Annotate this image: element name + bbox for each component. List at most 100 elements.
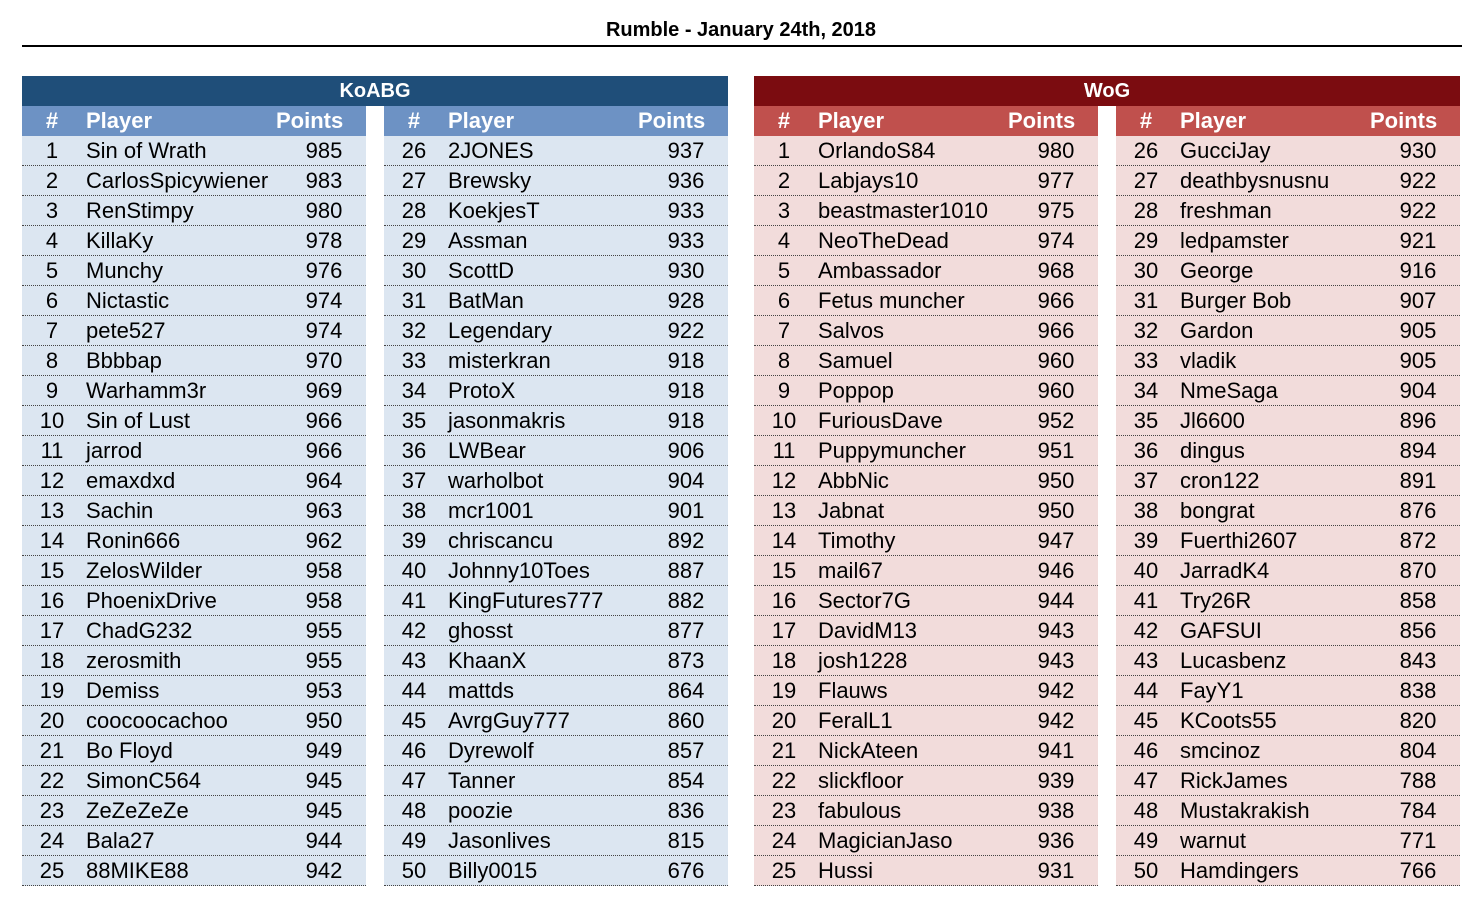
player-name: ledpamster: [1180, 228, 1289, 253]
player-points: 921: [1399, 228, 1437, 253]
table-row: 37 cron122 891: [1116, 466, 1460, 496]
player-rank: 12: [771, 468, 797, 493]
player-name: Jabnat: [818, 498, 885, 523]
table-row: 31 BatMan 928: [384, 286, 728, 316]
player-rank: 21: [39, 738, 65, 763]
table-row: 24 Bala27 944: [22, 826, 366, 856]
player-points: 950: [305, 708, 343, 733]
player-points: 966: [305, 438, 343, 463]
player-rank: 5: [45, 258, 59, 283]
table-row: 46 smcinoz 804: [1116, 736, 1460, 766]
player-rank: 39: [401, 528, 427, 553]
player-rank: 49: [1133, 828, 1159, 853]
player-points: 894: [1399, 438, 1437, 463]
player-rank: 35: [401, 408, 427, 433]
player-rank: 33: [401, 348, 427, 373]
table-row: 22 slickfloor 939: [754, 766, 1098, 796]
player-rank: 44: [401, 678, 427, 703]
player-name: ProtoX: [448, 378, 516, 403]
player-rank: 25: [771, 858, 797, 883]
player-rank: 13: [771, 498, 797, 523]
player-name: ZeZeZeZe: [86, 798, 189, 823]
column-header-rank: #: [407, 108, 421, 133]
player-points: 905: [1399, 318, 1437, 343]
player-name: PhoenixDrive: [86, 588, 217, 613]
table-row: 38 mcr1001 901: [384, 496, 728, 526]
player-rank: 20: [39, 708, 65, 733]
player-points: 933: [667, 228, 705, 253]
player-rank: 11: [772, 438, 796, 463]
player-name: bongrat: [1180, 498, 1255, 523]
player-points: 983: [305, 168, 343, 193]
player-rank: 38: [401, 498, 427, 523]
player-rank: 7: [45, 318, 59, 343]
table-row: 48 Mustakrakish 784: [1116, 796, 1460, 826]
table-row: 48 poozie 836: [384, 796, 728, 826]
player-points: 877: [667, 618, 705, 643]
table-row: 18 josh1228 943: [754, 646, 1098, 676]
table-row: 33 vladik 905: [1116, 346, 1460, 376]
player-rank: 26: [1133, 138, 1159, 163]
player-rank: 19: [39, 678, 65, 703]
player-name: Lucasbenz: [1180, 648, 1287, 673]
player-rank: 24: [39, 828, 65, 853]
player-name: Puppymuncher: [818, 438, 966, 463]
player-rank: 4: [45, 228, 59, 253]
player-points: 968: [1037, 258, 1075, 283]
player-points: 804: [1399, 738, 1437, 763]
table-row: 3 beastmaster1010 975: [754, 196, 1098, 226]
player-name: Sin of Wrath: [86, 138, 207, 163]
player-rank: 30: [401, 258, 427, 283]
table-row: 17 DavidM13 943: [754, 616, 1098, 646]
player-rank: 23: [771, 798, 797, 823]
player-name: zerosmith: [86, 648, 182, 673]
player-name: KingFutures777: [448, 588, 604, 613]
player-name: Nictastic: [86, 288, 170, 313]
player-points: 950: [1037, 498, 1075, 523]
player-name: Ambassador: [818, 258, 942, 283]
player-name: emaxdxd: [86, 468, 176, 493]
player-name: OrlandoS84: [818, 138, 936, 163]
player-name: Burger Bob: [1180, 288, 1292, 313]
table-row: 37 warholbot 904: [384, 466, 728, 496]
table-row: 28 freshman 922: [1116, 196, 1460, 226]
player-rank: 45: [1133, 708, 1159, 733]
player-points: 945: [305, 768, 343, 793]
table-row: 35 Jl6600 896: [1116, 406, 1460, 436]
player-rank: 34: [1133, 378, 1159, 403]
player-name: FuriousDave: [818, 408, 943, 433]
player-name: chriscancu: [448, 528, 554, 553]
column-header-points: Points: [276, 108, 344, 133]
player-rank: 9: [45, 378, 59, 403]
column-header-player: Player: [86, 108, 153, 133]
player-name: Poppop: [818, 378, 894, 403]
player-points: 947: [1037, 528, 1075, 553]
player-points: 964: [305, 468, 343, 493]
player-rank: 35: [1133, 408, 1159, 433]
player-name: BatMan: [448, 288, 524, 313]
table-row: 47 Tanner 854: [384, 766, 728, 796]
player-points: 904: [1399, 378, 1437, 403]
column-header-points: Points: [1008, 108, 1076, 133]
table-row: 11 jarrod 966: [22, 436, 366, 466]
table-row: 12 emaxdxd 964: [22, 466, 366, 496]
player-points: 905: [1399, 348, 1437, 373]
player-name: Flauws: [818, 678, 888, 703]
player-rank: 36: [401, 438, 427, 463]
player-points: 843: [1399, 648, 1437, 673]
player-name: Hamdingers: [1180, 858, 1299, 883]
roster-column: # Player Points 26 GucciJay 930 27 deathbysnusn…: [1116, 106, 1460, 886]
player-points: 901: [667, 498, 705, 523]
player-points: 974: [305, 288, 343, 313]
player-rank: 48: [1133, 798, 1159, 823]
player-rank: 45: [401, 708, 427, 733]
player-rank: 12: [39, 468, 65, 493]
player-name: mattds: [448, 678, 515, 703]
player-rank: 14: [771, 528, 797, 553]
player-rank: 43: [1133, 648, 1159, 673]
player-points: 941: [1037, 738, 1075, 763]
player-rank: 31: [1133, 288, 1159, 313]
player-rank: 22: [39, 768, 65, 793]
player-name: FeralL1: [818, 708, 893, 733]
player-points: 856: [1399, 618, 1437, 643]
